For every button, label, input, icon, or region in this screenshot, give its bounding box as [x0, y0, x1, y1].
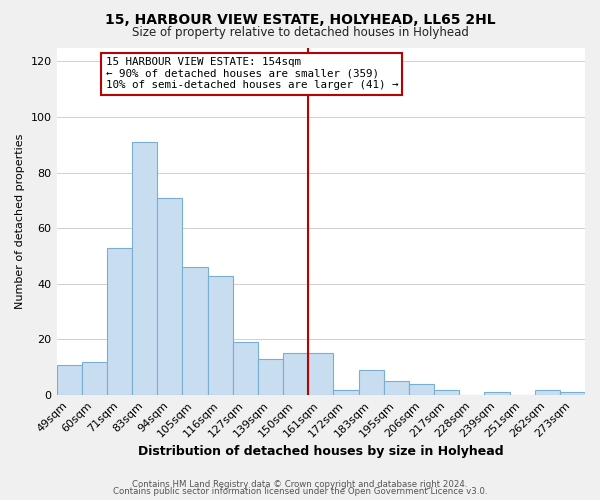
Bar — [283, 354, 308, 395]
Bar — [233, 342, 258, 395]
Text: Contains public sector information licensed under the Open Government Licence v3: Contains public sector information licen… — [113, 487, 487, 496]
Text: Size of property relative to detached houses in Holyhead: Size of property relative to detached ho… — [131, 26, 469, 39]
Bar — [409, 384, 434, 395]
Bar — [132, 142, 157, 395]
Bar — [82, 362, 107, 395]
Bar — [182, 267, 208, 395]
Bar — [484, 392, 509, 395]
Bar — [157, 198, 182, 395]
Bar — [258, 359, 283, 395]
Text: 15, HARBOUR VIEW ESTATE, HOLYHEAD, LL65 2HL: 15, HARBOUR VIEW ESTATE, HOLYHEAD, LL65 … — [104, 12, 496, 26]
Bar — [308, 354, 334, 395]
Y-axis label: Number of detached properties: Number of detached properties — [15, 134, 25, 309]
Bar — [560, 392, 585, 395]
Bar — [434, 390, 459, 395]
X-axis label: Distribution of detached houses by size in Holyhead: Distribution of detached houses by size … — [138, 444, 503, 458]
Bar — [383, 381, 409, 395]
Bar — [208, 276, 233, 395]
Text: 15 HARBOUR VIEW ESTATE: 154sqm
← 90% of detached houses are smaller (359)
10% of: 15 HARBOUR VIEW ESTATE: 154sqm ← 90% of … — [106, 57, 398, 90]
Bar — [56, 364, 82, 395]
Bar — [535, 390, 560, 395]
Bar — [334, 390, 359, 395]
Bar — [359, 370, 383, 395]
Bar — [107, 248, 132, 395]
Text: Contains HM Land Registry data © Crown copyright and database right 2024.: Contains HM Land Registry data © Crown c… — [132, 480, 468, 489]
